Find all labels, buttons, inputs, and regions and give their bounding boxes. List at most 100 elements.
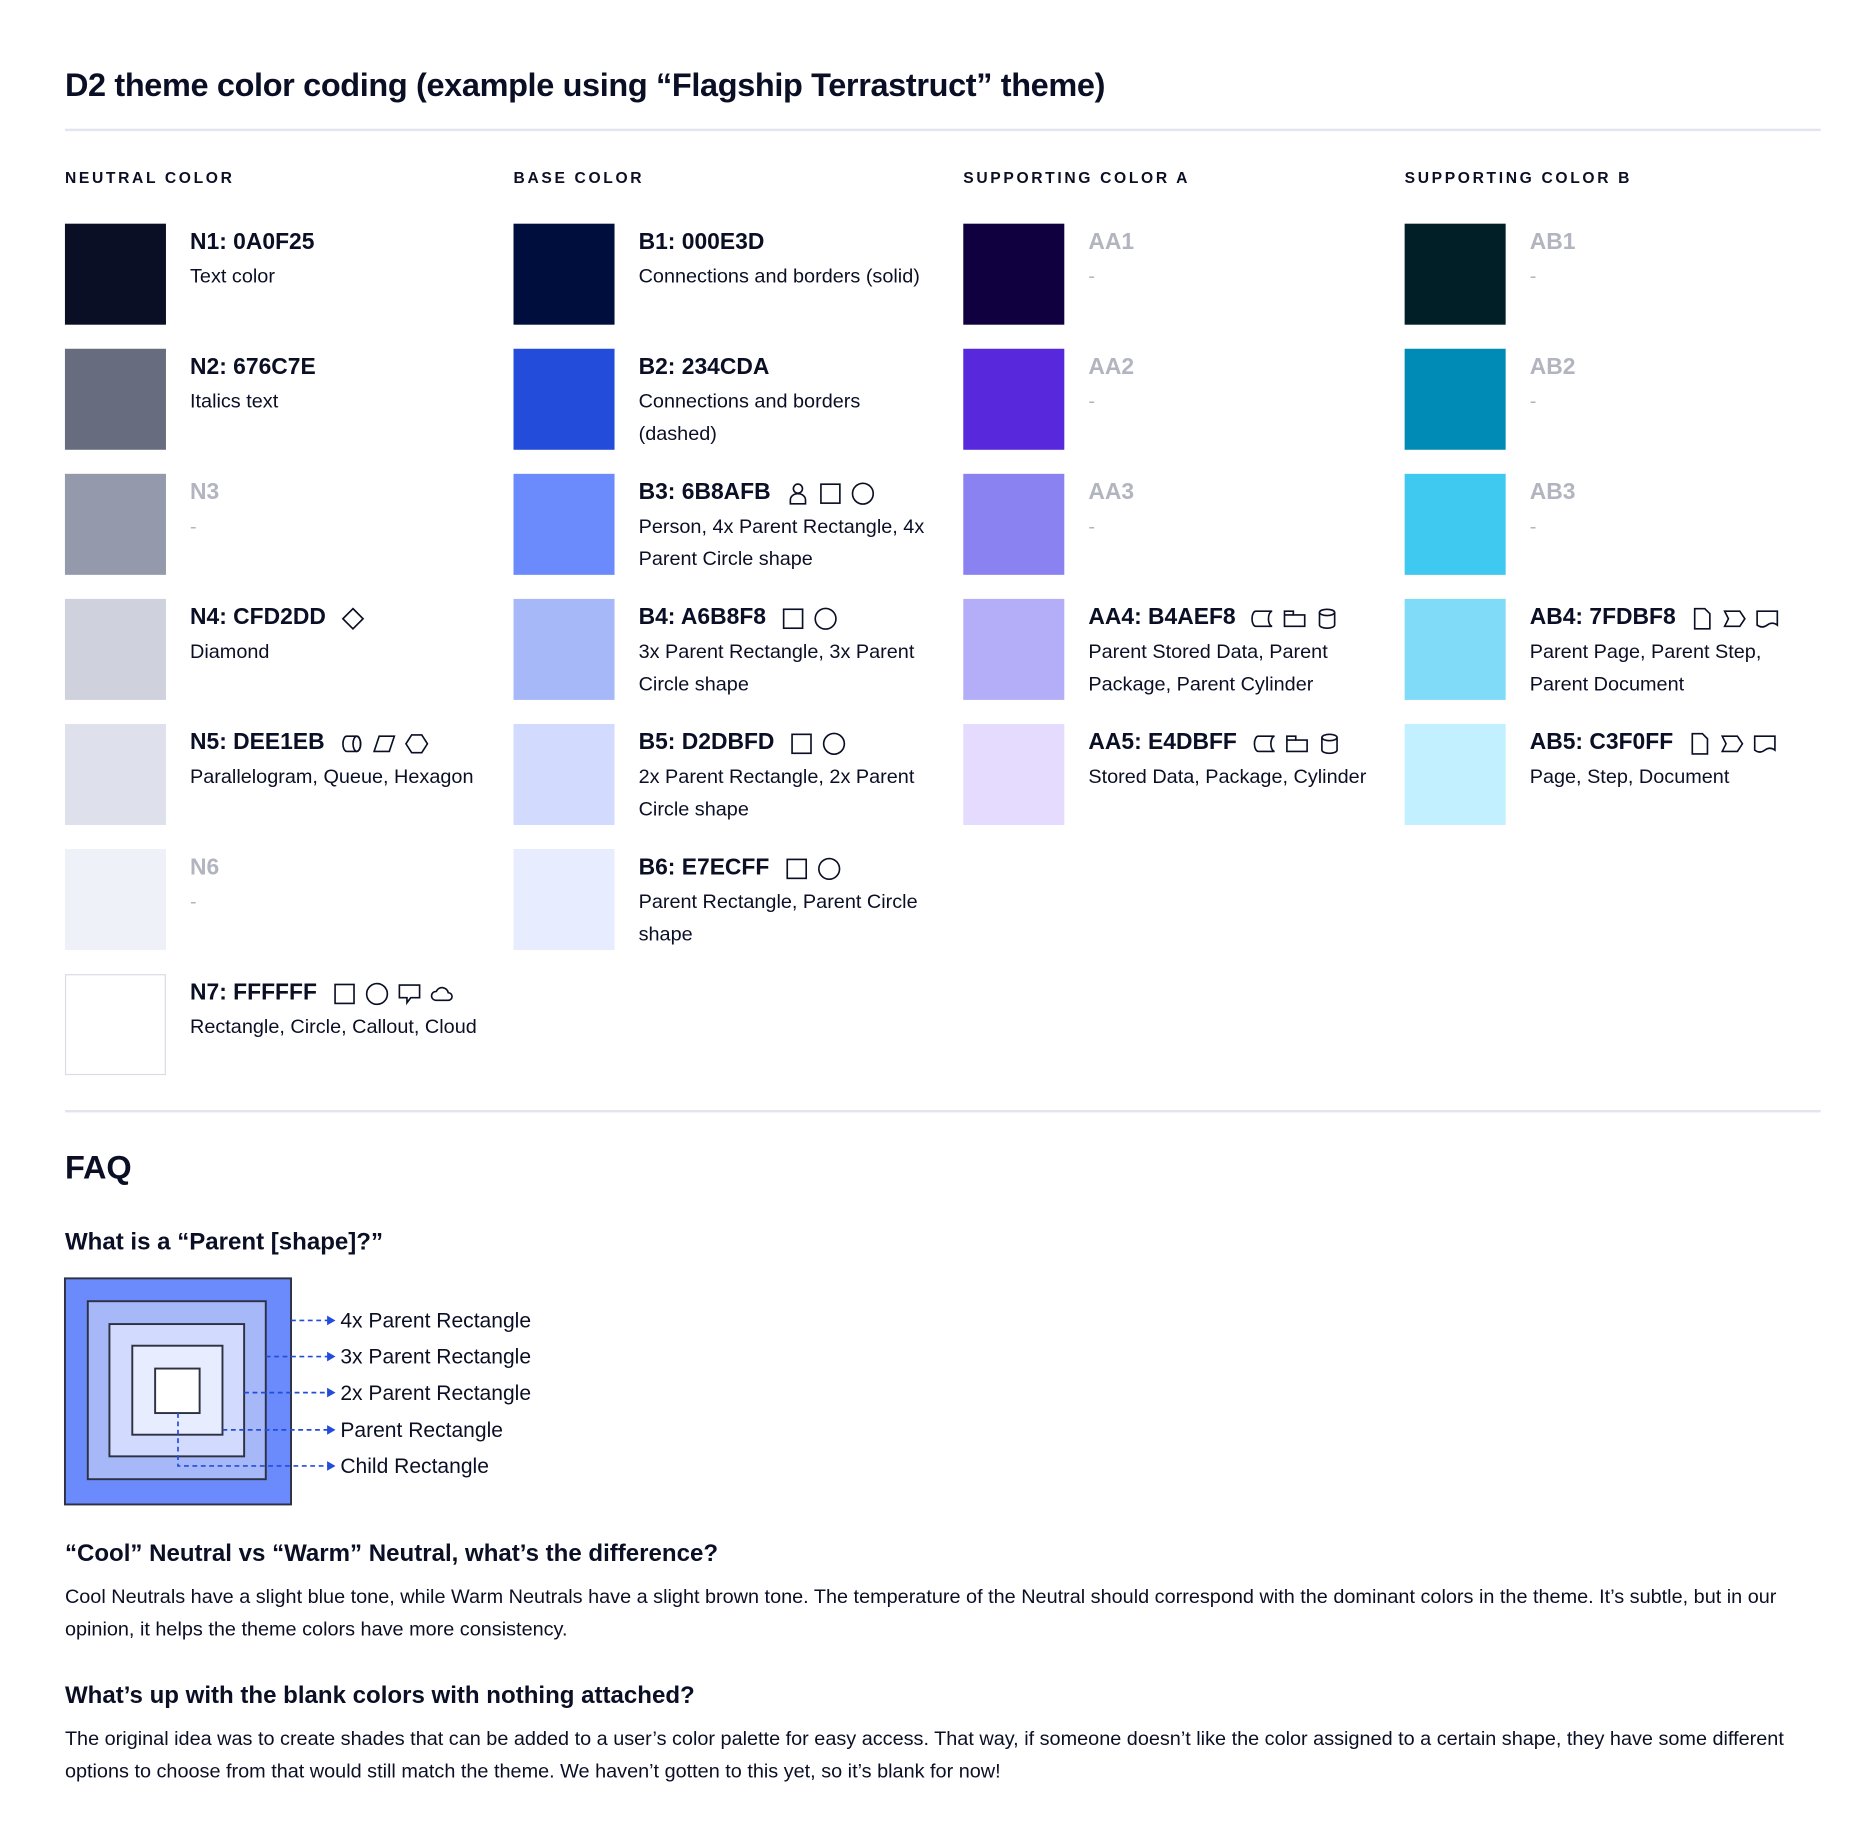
color-usage: Stored Data, Package, Cylinder: [1088, 766, 1367, 788]
color-swatch: [963, 723, 1065, 825]
divider: [64, 1109, 1821, 1113]
color-code: N2: 676C7E: [190, 354, 316, 381]
color-code: N7: FFFFFF: [190, 980, 317, 1006]
color-swatch: [963, 598, 1065, 700]
circle-icon: [365, 982, 388, 1005]
color-swatch: [1404, 348, 1506, 450]
divider: [64, 128, 1821, 132]
stored-data-icon: [1251, 609, 1274, 627]
color-code: N4: CFD2DD: [190, 604, 326, 631]
color-swatch: [64, 849, 166, 951]
color-item: AB4: 7FDBF8 Parent Page, Parent Step, Par…: [1404, 598, 1826, 724]
person-icon: [789, 482, 807, 504]
column-header: SUPPORTING COLOR A: [963, 168, 1191, 187]
column-header: BASE COLOR: [513, 168, 645, 187]
color-code: B1: 000E3D: [638, 229, 765, 255]
color-swatch: [64, 598, 166, 700]
color-swatch: [64, 223, 166, 325]
color-item: AA2 -: [963, 348, 1384, 474]
color-item: N1: 0A0F25 Text color: [64, 223, 486, 349]
color-code: N6: [190, 855, 220, 881]
faq-question-parent-shape: What is a “Parent [shape]?”: [64, 1229, 384, 1256]
color-item: N4: CFD2DD Diamond: [64, 598, 486, 724]
color-item: AA4: B4AEF8 Parent Stored Data, Parent Pa…: [963, 598, 1384, 724]
color-usage: 3x Parent Rectangle, 3x Parent Circle sh…: [638, 640, 915, 696]
color-swatch: [1404, 473, 1506, 575]
document-icon: [1756, 609, 1779, 628]
color-code: AB3: [1529, 479, 1576, 506]
color-code: B5: D2DBFD: [638, 729, 775, 756]
circle-icon: [814, 606, 837, 630]
color-column: SUPPORTING COLOR B AB1 - AB2 - AB3 - AB4: 7FDBF…: [1404, 168, 1826, 849]
page-icon: [1694, 607, 1712, 630]
color-usage: -: [1088, 515, 1095, 538]
color-item: N3 -: [64, 473, 486, 599]
circle-icon: [851, 481, 874, 505]
color-swatch: [513, 473, 615, 575]
color-code: AB5: C3F0FF: [1529, 729, 1674, 756]
column-header: SUPPORTING COLOR B: [1404, 168, 1633, 187]
color-usage: Parent Stored Data, Parent Package, Pare…: [1088, 640, 1328, 696]
rectangle-icon: [782, 607, 804, 629]
color-usage: Parent Page, Parent Step, Parent Documen…: [1529, 640, 1762, 696]
color-usage: Page, Step, Document: [1529, 766, 1730, 788]
child-rectangle: [154, 1367, 201, 1415]
color-swatch: [513, 348, 615, 450]
color-code: AA1: [1088, 229, 1135, 255]
color-code: N1: 0A0F25: [190, 229, 315, 255]
color-code: AA5: E4DBFF: [1088, 729, 1237, 756]
color-column: NEUTRAL COLOR N1: 0A0F25 Text color N2: 676…: [64, 168, 486, 1099]
page-icon: [1691, 732, 1709, 755]
color-code: B4: A6B8F8: [638, 604, 766, 631]
parent-shape-diagram: [63, 1277, 336, 1506]
color-swatch: [513, 223, 615, 325]
color-code: AB2: [1529, 354, 1576, 381]
column-header: NEUTRAL COLOR: [64, 168, 235, 187]
color-usage: -: [190, 891, 197, 913]
cloud-icon: [430, 986, 453, 1001]
color-item: AA3 -: [963, 473, 1384, 599]
circle-icon: [817, 857, 841, 880]
color-code: N5: DEE1EB: [190, 729, 325, 756]
arrowhead: [327, 1387, 336, 1398]
color-item: N6 -: [64, 849, 486, 974]
color-usage: Parent Rectangle, Parent Circle shape: [638, 891, 918, 946]
color-code: AA4: B4AEF8: [1088, 604, 1236, 631]
dashed-arrow: [177, 1413, 330, 1467]
color-code: B6: E7ECFF: [638, 855, 770, 881]
color-item: AA1 -: [963, 223, 1384, 349]
diagram-label: 4x Parent Rectangle: [340, 1308, 532, 1333]
arrowhead: [327, 1351, 336, 1362]
color-swatch: [963, 223, 1065, 325]
color-code: N3: [190, 479, 220, 506]
color-swatch: [64, 348, 166, 450]
color-code: AA2: [1088, 354, 1135, 381]
diagram-label: 2x Parent Rectangle: [340, 1380, 532, 1405]
diamond-icon: [341, 606, 365, 630]
faq-answer-blank-colors: The original idea was to create shades t…: [64, 1728, 1784, 1783]
color-item: AB1 -: [1404, 223, 1826, 349]
color-item: AB3 -: [1404, 473, 1826, 599]
color-usage: Diamond: [190, 640, 270, 663]
color-usage: -: [1529, 265, 1537, 288]
callout-icon: [397, 983, 420, 1005]
faq-title: FAQ: [64, 1149, 132, 1186]
faq-question-blank-colors: What’s up with the blank colors with not…: [64, 1682, 695, 1709]
arrowhead: [327, 1315, 336, 1326]
color-code: AB1: [1529, 229, 1576, 255]
color-item: N5: DEE1EB Parallelogram, Queue, Hexagon: [64, 723, 486, 849]
rectangle-icon: [333, 983, 355, 1004]
color-usage: -: [1529, 515, 1537, 538]
queue-icon: [342, 734, 362, 752]
color-item: B5: D2DBFD 2x Parent Rectangle, 2x Parent…: [513, 723, 935, 849]
color-usage: Connections and borders (solid): [638, 265, 920, 288]
color-item: N2: 676C7E Italics text: [64, 348, 486, 474]
color-item: AB2 -: [1404, 348, 1826, 474]
faq-answer-cool-warm: Cool Neutrals have a slight blue tone, w…: [64, 1586, 1777, 1641]
color-item: B3: 6B8AFB Person, 4x Parent Rectangle, 4…: [513, 473, 935, 599]
step-icon: [1721, 734, 1744, 752]
color-usage: Italics text: [190, 390, 279, 413]
color-item: B4: A6B8F8 3x Parent Rectangle, 3x Parent…: [513, 598, 935, 724]
color-item: B6: E7ECFF Parent Rectangle, Parent Circl…: [513, 849, 935, 974]
color-usage: Parallelogram, Queue, Hexagon: [190, 766, 474, 788]
